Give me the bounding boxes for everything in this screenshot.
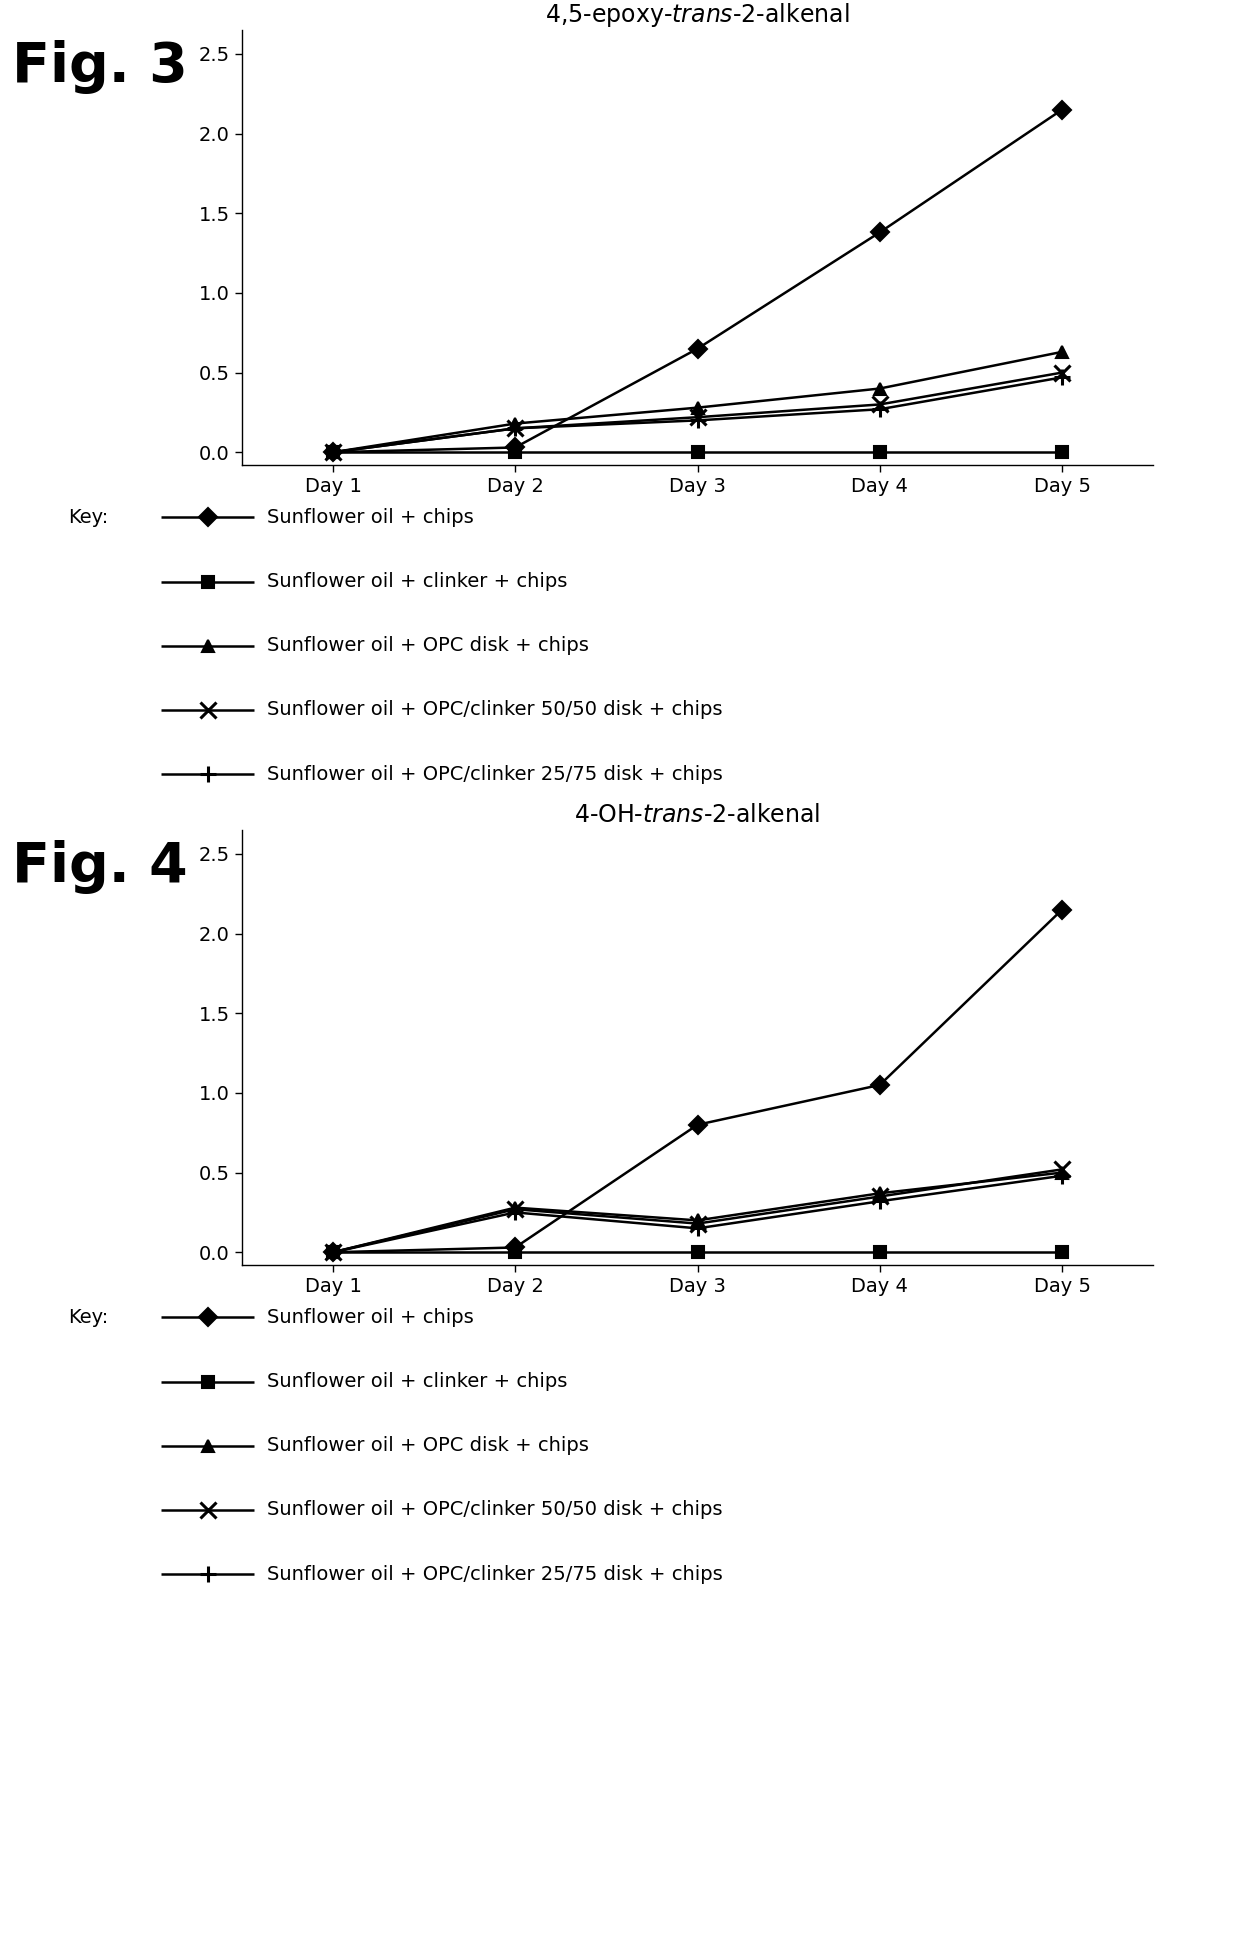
Text: Fig. 3: Fig. 3 [12, 39, 188, 93]
Text: Sunflower oil + OPC/clinker 25/75 disk + chips: Sunflower oil + OPC/clinker 25/75 disk +… [267, 1565, 723, 1584]
Text: Sunflower oil + clinker + chips: Sunflower oil + clinker + chips [267, 1372, 567, 1392]
Text: Sunflower oil + OPC disk + chips: Sunflower oil + OPC disk + chips [267, 1437, 589, 1456]
Text: Sunflower oil + OPC/clinker 25/75 disk + chips: Sunflower oil + OPC/clinker 25/75 disk +… [267, 764, 723, 783]
Text: Sunflower oil + clinker + chips: Sunflower oil + clinker + chips [267, 572, 567, 591]
Text: Sunflower oil + chips: Sunflower oil + chips [267, 507, 474, 527]
Text: Sunflower oil + chips: Sunflower oil + chips [267, 1308, 474, 1328]
Text: Fig. 4: Fig. 4 [12, 840, 188, 894]
Title: 4,5-epoxy-$\mathit{trans}$-2-alkenal: 4,5-epoxy-$\mathit{trans}$-2-alkenal [546, 0, 849, 29]
Text: Key:: Key: [68, 1308, 108, 1328]
Text: Sunflower oil + OPC disk + chips: Sunflower oil + OPC disk + chips [267, 636, 589, 655]
Text: Sunflower oil + OPC/clinker 50/50 disk + chips: Sunflower oil + OPC/clinker 50/50 disk +… [267, 700, 722, 719]
Text: Sunflower oil + OPC/clinker 50/50 disk + chips: Sunflower oil + OPC/clinker 50/50 disk +… [267, 1501, 722, 1520]
Text: Key:: Key: [68, 507, 108, 527]
Title: 4-OH-$\mathit{trans}$-2-alkenal: 4-OH-$\mathit{trans}$-2-alkenal [574, 803, 821, 826]
